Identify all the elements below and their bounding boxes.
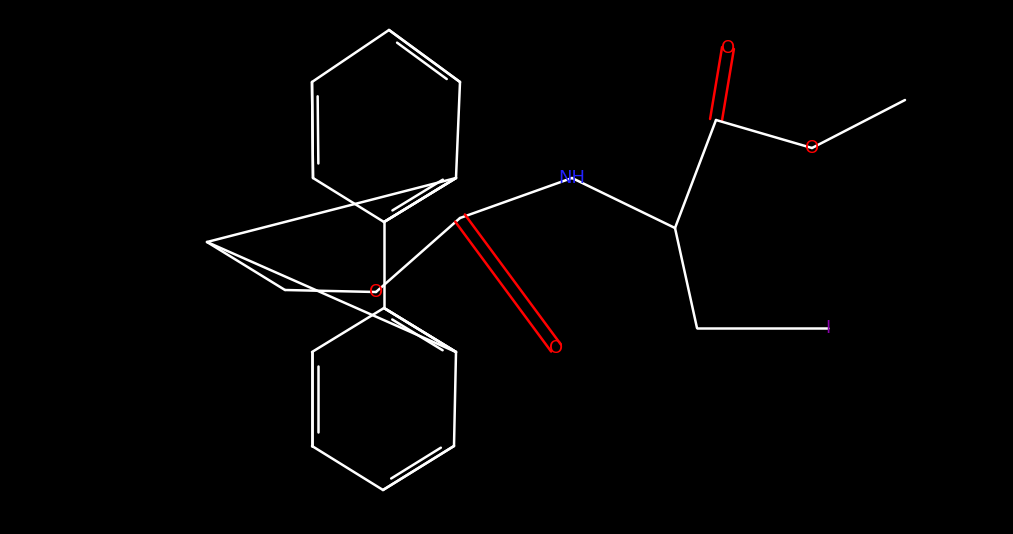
Text: O: O: [549, 339, 563, 357]
Text: O: O: [369, 283, 383, 301]
Text: NH: NH: [558, 169, 586, 187]
Text: O: O: [721, 39, 735, 57]
Text: I: I: [826, 319, 831, 337]
Text: O: O: [805, 139, 820, 157]
